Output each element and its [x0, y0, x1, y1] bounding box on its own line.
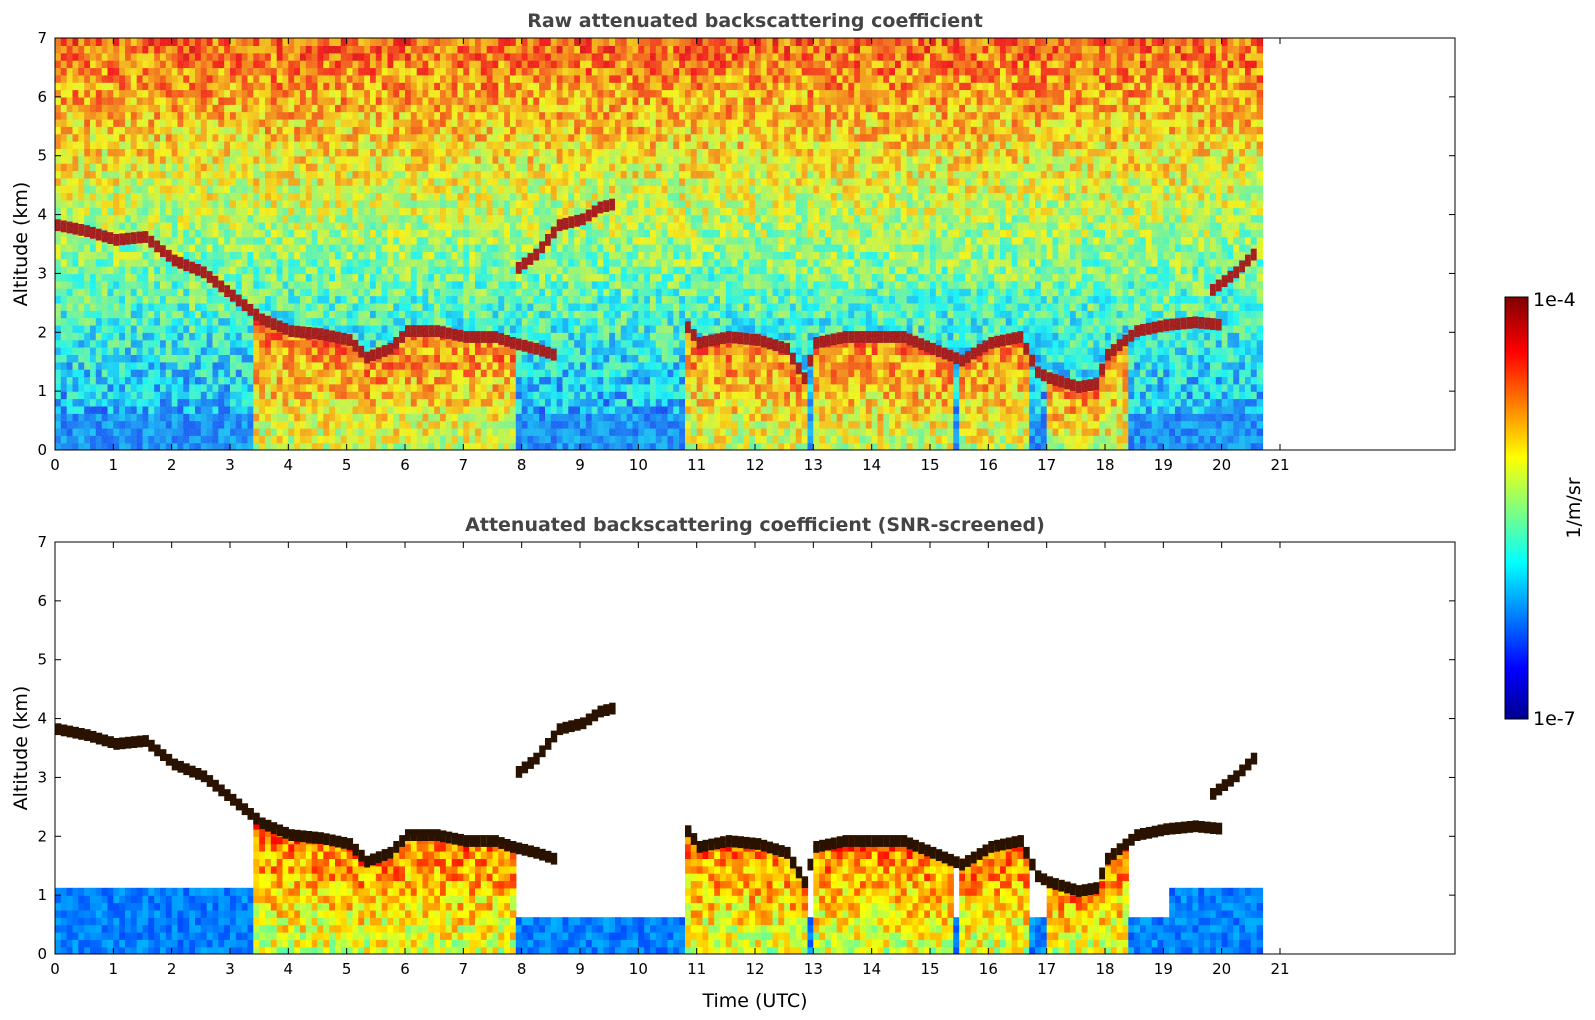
x-tick-label: 1 — [109, 456, 119, 474]
y-tick-label: 5 — [37, 147, 47, 165]
colorbar-unit-label: 1/m/sr — [1563, 477, 1585, 538]
x-tick-label: 0 — [50, 456, 60, 474]
y-tick-label: 3 — [37, 768, 47, 786]
x-tick-label: 6 — [400, 960, 410, 978]
y-tick-label: 7 — [37, 29, 47, 47]
x-tick-label: 15 — [920, 960, 939, 978]
y-tick-label: 5 — [37, 651, 47, 669]
heatmap-raw — [55, 38, 1264, 450]
y-tick-label: 0 — [37, 945, 47, 963]
x-tick-label: 3 — [225, 960, 235, 978]
x-tick-label: 7 — [459, 960, 469, 978]
x-tick-label: 10 — [629, 456, 648, 474]
y-tick-label: 2 — [37, 827, 47, 845]
x-tick-label: 16 — [979, 960, 998, 978]
x-tick-label: 14 — [862, 960, 881, 978]
y-tick-label: 4 — [37, 206, 47, 224]
x-tick-label: 1 — [109, 960, 119, 978]
x-tick-label: 13 — [804, 960, 823, 978]
x-tick-label: 9 — [575, 456, 585, 474]
y-axis-label-raw: Altitude (km) — [10, 182, 32, 307]
x-tick-label: 11 — [687, 960, 706, 978]
x-tick-label: 14 — [862, 456, 881, 474]
x-tick-label: 19 — [1154, 960, 1173, 978]
x-tick-label: 12 — [745, 456, 764, 474]
x-tick-label: 16 — [979, 456, 998, 474]
x-tick-label: 9 — [575, 960, 585, 978]
x-tick-label: 0 — [50, 960, 60, 978]
x-tick-label: 18 — [1095, 960, 1114, 978]
x-tick-label: 5 — [342, 456, 352, 474]
x-tick-label: 4 — [284, 960, 294, 978]
y-tick-label: 6 — [37, 592, 47, 610]
y-tick-label: 4 — [37, 710, 47, 728]
x-tick-label: 12 — [745, 960, 764, 978]
y-tick-label: 2 — [37, 323, 47, 341]
y-tick-label: 0 — [37, 441, 47, 459]
panel-title-screened: Attenuated backscattering coefficient (S… — [465, 514, 1045, 536]
x-tick-label: 21 — [1270, 960, 1289, 978]
x-tick-label: 11 — [687, 456, 706, 474]
y-tick-label: 1 — [37, 886, 47, 904]
x-tick-label: 17 — [1037, 456, 1056, 474]
x-tick-label: 17 — [1037, 960, 1056, 978]
heatmap-screened — [55, 702, 1264, 954]
x-tick-label: 20 — [1212, 456, 1231, 474]
colorbar: 1e-4 1e-7 1/m/sr — [1504, 289, 1585, 730]
x-tick-label: 18 — [1095, 456, 1114, 474]
x-tick-label: 10 — [629, 960, 648, 978]
panel-screened: Attenuated backscattering coefficient (S… — [10, 514, 1456, 1012]
panel-title-raw: Raw attenuated backscattering coefficien… — [527, 10, 983, 32]
y-tick-label: 1 — [37, 382, 47, 400]
colorbar-gradient — [1504, 296, 1529, 720]
x-tick-label: 7 — [459, 456, 469, 474]
y-axis-label-screened: Altitude (km) — [10, 686, 32, 811]
y-tick-label: 7 — [37, 533, 47, 551]
x-tick-label: 2 — [167, 456, 177, 474]
x-tick-label: 5 — [342, 960, 352, 978]
colorbar-min-label: 1e-7 — [1533, 708, 1576, 730]
x-tick-label: 15 — [920, 456, 939, 474]
x-axis-label: Time (UTC) — [701, 990, 807, 1012]
y-tick-label: 3 — [37, 264, 47, 282]
x-tick-label: 8 — [517, 960, 527, 978]
x-tick-label: 8 — [517, 456, 527, 474]
colorbar-max-label: 1e-4 — [1533, 289, 1576, 311]
y-tick-label: 6 — [37, 88, 47, 106]
x-tick-label: 20 — [1212, 960, 1231, 978]
panel-raw: Raw attenuated backscattering coefficien… — [10, 10, 1456, 474]
x-tick-label: 4 — [284, 456, 294, 474]
x-tick-label: 21 — [1270, 456, 1289, 474]
x-tick-label: 19 — [1154, 456, 1173, 474]
x-tick-label: 2 — [167, 960, 177, 978]
x-tick-label: 6 — [400, 456, 410, 474]
axis-ticks-screened: 0 1 2 3 4 5 6 7 8 9 10 11 12 13 14 15 16 17 18 19 20 21012345… — [37, 533, 1455, 978]
x-tick-label: 13 — [804, 456, 823, 474]
axis-ticks-raw: 0 1 2 3 4 5 6 7 8 9 10 11 12 13 14 15 16 17 18 19 20 21012345… — [37, 29, 1455, 474]
x-tick-label: 3 — [225, 456, 235, 474]
